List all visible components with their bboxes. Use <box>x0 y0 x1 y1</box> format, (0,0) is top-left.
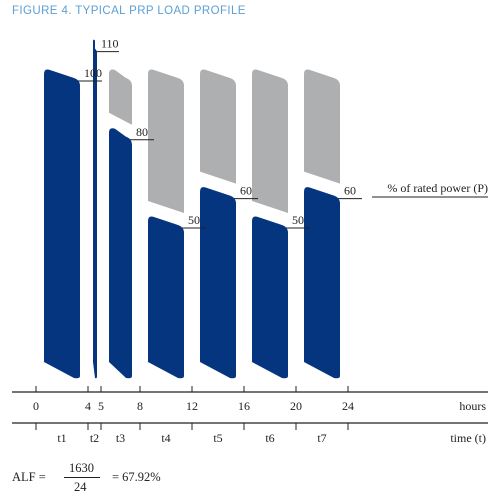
load-bar <box>44 69 80 379</box>
x-tick-label: 16 <box>238 399 250 413</box>
figure-title: FIGURE 4. TYPICAL PRP LOAD PROFILE <box>12 5 246 17</box>
x-tick-label: 20 <box>290 399 302 413</box>
axes-group: hours time (t) % of rated power (P) <box>12 181 488 445</box>
x-tick-label: 4 <box>85 399 91 413</box>
intervals-axis-label: time (t) <box>450 431 486 445</box>
intervals-group: t1 t2 t3 t4 t5 t6 t7 <box>35 423 349 445</box>
interval-label: t1 <box>57 431 66 445</box>
remaining-capacity-bar <box>109 69 132 125</box>
bars-group <box>44 39 340 379</box>
x-tick-label: 0 <box>33 399 39 413</box>
load-bar <box>304 187 340 379</box>
value-labels-group: 100 110 80 50 60 50 60 <box>78 37 362 229</box>
load-bar <box>148 216 184 379</box>
x-tick-label: 5 <box>98 399 104 413</box>
load-bar <box>93 39 97 379</box>
alf-denominator: 24 <box>74 480 87 494</box>
remaining-capacity-bar <box>304 69 340 184</box>
alf-fraction-line <box>64 477 100 478</box>
x-axis-label: hours <box>459 399 486 413</box>
interval-label: t2 <box>90 431 99 445</box>
interval-label: t7 <box>317 431 326 445</box>
interval-label: t5 <box>213 431 222 445</box>
interval-label: t3 <box>116 431 125 445</box>
alf-label: ALF = <box>12 470 46 484</box>
load-bar <box>252 216 288 379</box>
bar-value-label: 60 <box>240 184 252 198</box>
x-tick-label: 8 <box>137 399 143 413</box>
alf-numerator: 1630 <box>69 461 94 475</box>
bar-value-label: 100 <box>84 66 102 80</box>
remaining-capacity-bar <box>252 69 288 213</box>
x-tick-label: 12 <box>186 399 198 413</box>
alf-result: = 67.92% <box>112 470 161 484</box>
bar-value-label: 80 <box>136 125 148 139</box>
bar-value-label: 60 <box>344 184 356 198</box>
bar-value-label: 50 <box>292 213 304 227</box>
remaining-capacity-bar <box>200 69 236 184</box>
remaining-capacity-bar <box>148 69 184 213</box>
alf-formula: ALF = 1630 24 = 67.92% <box>12 461 212 495</box>
bar-value-label: 50 <box>188 213 200 227</box>
interval-label: t4 <box>161 431 170 445</box>
y-axis-label: % of rated power (P) <box>387 181 488 195</box>
load-bar <box>200 187 236 379</box>
interval-label: t6 <box>265 431 274 445</box>
x-tick-label: 24 <box>342 399 354 413</box>
x-ticks-group: 0 4 5 8 12 16 20 24 <box>33 386 354 413</box>
load-bar <box>109 128 132 379</box>
bar-value-label: 110 <box>101 37 119 51</box>
